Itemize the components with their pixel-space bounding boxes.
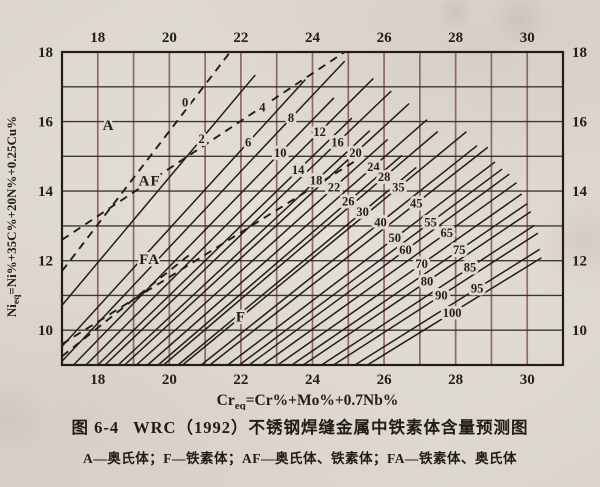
svg-text:10: 10 [38, 323, 53, 339]
svg-text:30: 30 [356, 205, 369, 219]
svg-text:A: A [103, 118, 115, 134]
figure-title: WRC（1992）不锈钢焊缝金属中铁素体含量预测图 [133, 418, 529, 437]
svg-text:22: 22 [328, 181, 341, 195]
svg-text:14: 14 [38, 184, 54, 200]
svg-text:20: 20 [162, 372, 177, 388]
svg-text:30: 30 [520, 372, 535, 388]
y-axis-title: Nieq=Ni%+35C%+20N%+0.25Cu% [4, 116, 22, 317]
svg-text:40: 40 [374, 215, 387, 229]
x-axis-title: Creq=Cr%+Mo%+0.7Nb% [217, 392, 399, 410]
svg-text:26: 26 [377, 30, 393, 46]
svg-text:90: 90 [435, 288, 448, 302]
axis-titles: Creq=Cr%+Mo%+0.7Nb% Nieq=Ni%+35C%+20N%+0.… [4, 116, 398, 410]
svg-text:16: 16 [38, 115, 54, 131]
svg-text:16: 16 [331, 135, 344, 149]
svg-text:18: 18 [38, 45, 53, 61]
svg-text:22: 22 [233, 372, 248, 388]
svg-text:55: 55 [424, 215, 437, 229]
svg-text:14: 14 [292, 163, 305, 177]
svg-text:22: 22 [233, 30, 248, 46]
svg-text:24: 24 [367, 160, 380, 174]
ferrite-number-lines [61, 60, 542, 366]
svg-text:95: 95 [471, 281, 484, 295]
svg-text:12: 12 [313, 125, 326, 139]
svg-text:16: 16 [572, 115, 588, 131]
svg-text:10: 10 [572, 323, 587, 339]
plot-frame [60, 50, 565, 367]
figure-number: 图 6-4 [71, 418, 120, 437]
figure-title-line: 图 6-4 WRC（1992）不锈钢焊缝金属中铁素体含量预测图 [0, 414, 600, 438]
svg-text:18: 18 [572, 45, 587, 61]
svg-text:14: 14 [572, 184, 588, 200]
svg-text:50: 50 [389, 231, 402, 245]
svg-text:28: 28 [378, 170, 391, 184]
svg-text:AF: AF [139, 174, 161, 190]
figure-legend: A—奥氏体；F—铁素体；AF—奥氏体、铁素体；FA—铁素体、奥氏体 [83, 451, 517, 466]
svg-text:70: 70 [415, 257, 428, 271]
svg-text:26: 26 [377, 372, 393, 388]
svg-text:20: 20 [349, 146, 362, 160]
svg-text:F: F [236, 309, 246, 325]
svg-text:20: 20 [162, 30, 177, 46]
svg-text:85: 85 [464, 261, 477, 275]
svg-text:24: 24 [305, 372, 321, 388]
wrc-ferrite-chart: 2 681012141618202224262830354045505560657… [4, 30, 588, 410]
svg-text:28: 28 [448, 372, 463, 388]
svg-text:65: 65 [440, 226, 453, 240]
svg-text:80: 80 [421, 275, 434, 289]
svg-text:12: 12 [38, 254, 53, 270]
svg-text:18: 18 [90, 372, 105, 388]
svg-text:FA: FA [139, 252, 160, 268]
region-labels: A AF FA F [100, 116, 247, 328]
svg-text:26: 26 [342, 195, 355, 209]
svg-text:30: 30 [520, 30, 535, 46]
svg-text:12: 12 [572, 254, 587, 270]
svg-text:8: 8 [288, 111, 294, 125]
phase-boundary-lines [61, 51, 356, 358]
svg-text:4: 4 [259, 101, 266, 115]
svg-text:6: 6 [245, 135, 251, 149]
svg-text:60: 60 [399, 243, 412, 257]
svg-text:75: 75 [453, 243, 466, 257]
svg-text:35: 35 [392, 181, 405, 195]
svg-text:0: 0 [182, 95, 188, 109]
svg-text:100: 100 [443, 306, 462, 320]
svg-text:24: 24 [305, 30, 321, 46]
svg-text:10: 10 [274, 146, 287, 160]
svg-text:2: 2 [198, 132, 204, 146]
figure-caption: 图 6-4 WRC（1992）不锈钢焊缝金属中铁素体含量预测图 A—奥氏体；F—铁… [0, 414, 600, 467]
svg-text:18: 18 [310, 174, 323, 188]
svg-text:45: 45 [410, 196, 423, 210]
svg-text:18: 18 [90, 30, 105, 46]
svg-text:28: 28 [448, 30, 463, 46]
ferrite-number-labels: 2 681012141618202224262830354045505560657… [179, 92, 486, 322]
